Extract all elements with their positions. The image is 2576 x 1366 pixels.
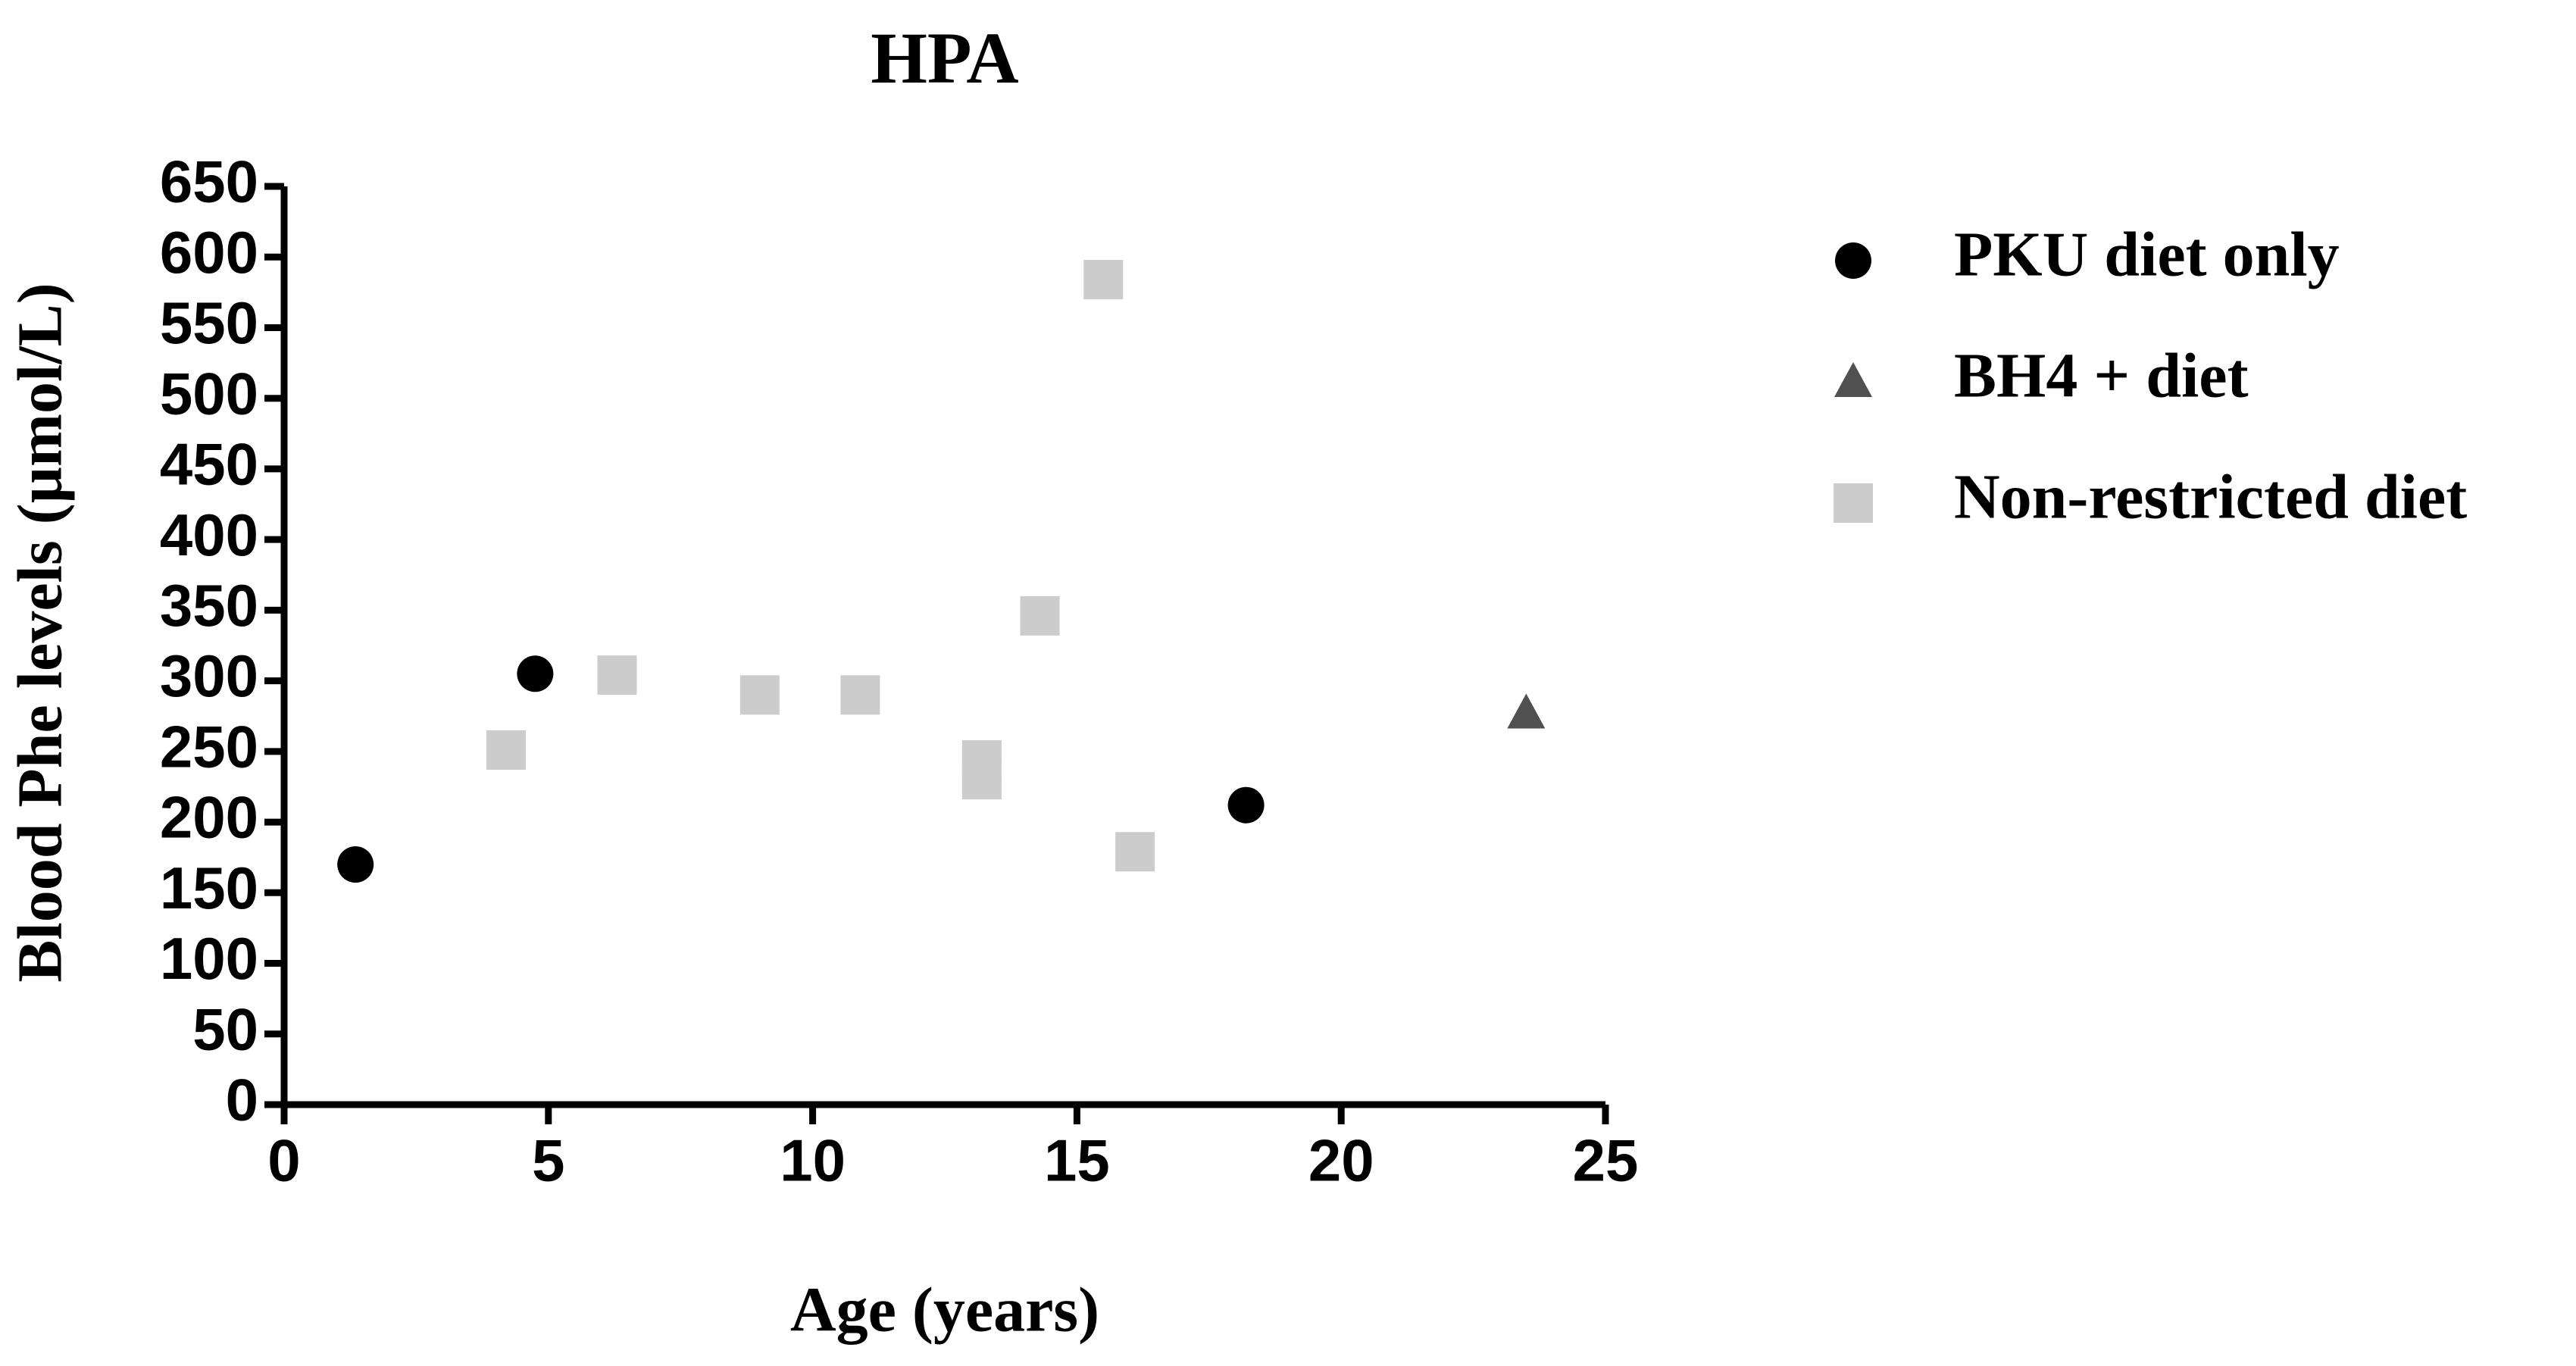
legend-marker — [1834, 483, 1873, 523]
y-tick-label: 350 — [160, 572, 258, 639]
legend-marker — [1835, 242, 1871, 279]
chart-title: HPA — [871, 17, 1019, 98]
x-tick-label: 5 — [532, 1127, 564, 1194]
y-tick-label: 150 — [160, 855, 258, 921]
y-tick-label: 600 — [160, 219, 258, 286]
point — [1507, 693, 1546, 729]
point — [840, 675, 880, 715]
y-tick-label: 0 — [226, 1067, 258, 1133]
y-tick-label: 300 — [160, 642, 258, 709]
point — [337, 846, 374, 883]
point — [739, 675, 780, 715]
point — [1115, 832, 1155, 872]
legend-label: Non-restricted diet — [1954, 461, 2467, 532]
point — [517, 655, 554, 692]
x-tick-label: 15 — [1044, 1127, 1110, 1194]
x-tick-label: 25 — [1573, 1127, 1639, 1194]
y-tick-label: 50 — [192, 996, 258, 1062]
y-tick-label: 500 — [160, 360, 258, 427]
point — [961, 760, 1002, 800]
x-tick-label: 20 — [1308, 1127, 1374, 1194]
legend-marker — [1834, 362, 1872, 397]
legend-label: PKU diet only — [1954, 219, 2340, 289]
y-tick-label: 250 — [160, 713, 258, 780]
point — [1227, 786, 1265, 824]
point — [1083, 260, 1124, 300]
legend-label: BH4 + diet — [1954, 340, 2249, 411]
y-tick-label: 400 — [160, 502, 258, 568]
y-tick-label: 200 — [160, 784, 258, 851]
point — [597, 655, 637, 696]
y-tick-label: 450 — [160, 431, 258, 498]
y-tick-label: 650 — [160, 148, 258, 215]
y-tick-label: 100 — [160, 925, 258, 992]
y-tick-label: 550 — [160, 289, 258, 356]
y-axis-label: Blood Phe levels (µmol/L) — [5, 283, 75, 982]
point — [486, 730, 526, 770]
x-axis-label: Age (years) — [790, 1274, 1099, 1345]
point — [1020, 595, 1060, 636]
x-tick-label: 0 — [267, 1127, 300, 1194]
x-tick-label: 10 — [780, 1127, 846, 1194]
